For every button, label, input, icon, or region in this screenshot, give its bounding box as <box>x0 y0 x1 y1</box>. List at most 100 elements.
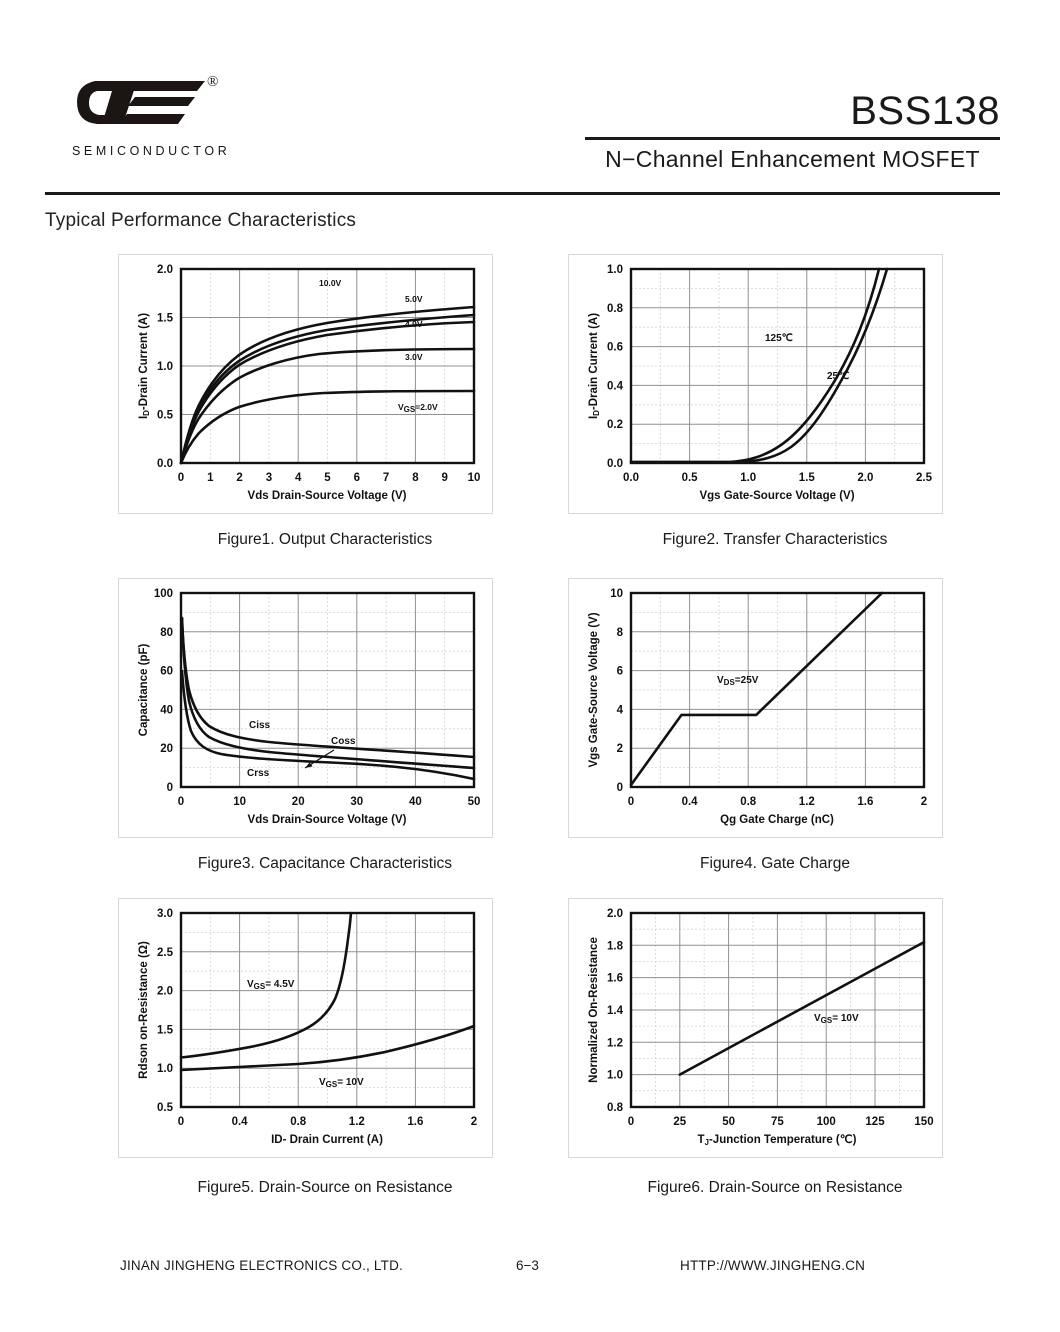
coss-arrowhead-icon <box>305 762 313 768</box>
svg-text:2.5: 2.5 <box>916 472 933 484</box>
svg-text:25: 25 <box>673 1116 686 1128</box>
svg-text:0.8: 0.8 <box>607 1102 624 1114</box>
svg-text:0: 0 <box>628 796 634 808</box>
svg-text:4: 4 <box>295 472 302 484</box>
y-axis-label: Vgs Gate-Source Voltage (V) <box>588 612 600 767</box>
svg-text:125: 125 <box>865 1116 885 1128</box>
title-rule <box>585 137 1000 140</box>
svg-text:0: 0 <box>178 1116 184 1128</box>
y-axis-ticks: 2.0 1.8 1.6 1.4 1.2 1.0 0.8 <box>607 908 624 1114</box>
y-axis-ticks: 10 8 6 4 2 0 <box>610 588 623 794</box>
figure-2-caption: Figure2. Transfer Characteristics <box>662 531 888 548</box>
svg-text:100: 100 <box>817 1116 836 1128</box>
svg-text:10.0V: 10.0V <box>319 278 342 288</box>
y-axis-ticks: 2.0 1.5 1.0 0.5 0.0 <box>157 264 174 470</box>
svg-text:6: 6 <box>617 666 623 678</box>
svg-text:VGS= 10V: VGS= 10V <box>319 1077 364 1089</box>
svg-text:25℃: 25℃ <box>827 371 849 382</box>
y-axis-label: Normalized On-Resistance <box>588 937 600 1083</box>
svg-text:3.0V: 3.0V <box>405 352 423 362</box>
svg-text:125℃: 125℃ <box>765 333 793 344</box>
x-axis-ticks: 0 1 2 3 4 5 6 7 8 9 10 <box>178 472 481 484</box>
svg-text:9: 9 <box>441 472 447 484</box>
svg-text:40: 40 <box>160 704 173 716</box>
y-axis-label: Rdson on-Resistance (Ω) <box>138 941 150 1079</box>
svg-text:50: 50 <box>722 1116 735 1128</box>
y-axis-label: ID-Drain Current (A) <box>138 313 151 419</box>
svg-text:VGS= 4.5V: VGS= 4.5V <box>247 979 295 991</box>
footer-company: JINAN JINGHENG ELECTRONICS CO., LTD. <box>120 1258 403 1273</box>
svg-text:0: 0 <box>178 472 184 484</box>
svg-text:1.2: 1.2 <box>607 1037 623 1049</box>
curve-labels: VDS=25V <box>717 675 759 687</box>
svg-text:50: 50 <box>468 796 481 808</box>
x-axis-ticks: 0 0.4 0.8 1.2 1.6 2 <box>178 1116 477 1128</box>
figure-1-output-characteristics: 10.0V 5.0V 4.0V 3.0V VGS=2.0V 2.0 1.5 1.… <box>118 254 493 514</box>
svg-text:2: 2 <box>921 796 927 808</box>
svg-text:1.4: 1.4 <box>607 1005 624 1017</box>
svg-text:0.0: 0.0 <box>157 458 173 470</box>
svg-text:1.6: 1.6 <box>857 796 873 808</box>
figure-2-transfer-characteristics: 125℃ 25℃ 1.0 0.8 0.6 0.4 0.2 0.0 0.0 0.5… <box>568 254 943 514</box>
curve-labels: 125℃ 25℃ <box>765 333 849 382</box>
svg-text:20: 20 <box>292 796 305 808</box>
svg-text:2.0: 2.0 <box>857 472 873 484</box>
svg-text:VGS= 10V: VGS= 10V <box>814 1013 859 1025</box>
svg-text:0: 0 <box>167 782 173 794</box>
gridlines-major <box>631 593 924 787</box>
x-axis-label: TJ-Junction Temperature (℃) <box>697 1133 856 1147</box>
page-subtitle: N−Channel Enhancement MOSFET <box>605 146 980 172</box>
y-axis-label: Capacitance (pF) <box>138 644 150 737</box>
svg-text:20: 20 <box>160 743 173 755</box>
svg-text:0: 0 <box>178 796 184 808</box>
svg-text:1.2: 1.2 <box>349 1116 365 1128</box>
svg-text:3: 3 <box>266 472 272 484</box>
figure-5-caption: Figure5. Drain-Source on Resistance <box>197 1179 453 1196</box>
svg-text:0.5: 0.5 <box>157 1102 174 1114</box>
logo-mark-icon <box>77 81 205 124</box>
curve-labels: VGS= 4.5V VGS= 10V <box>247 979 364 1089</box>
curves <box>179 911 476 1072</box>
svg-text:2.0: 2.0 <box>157 986 173 998</box>
x-axis-ticks: 0.0 0.5 1.0 1.5 2.0 2.5 <box>623 472 933 484</box>
svg-text:0.4: 0.4 <box>607 380 624 392</box>
svg-text:0.6: 0.6 <box>607 342 623 354</box>
y-axis-ticks: 100 80 60 40 20 0 <box>154 588 173 794</box>
page-header: ® SEMICONDUCTOR BSS138 N−Channel Enhance… <box>0 0 1060 200</box>
figure-1-caption: Figure1. Output Characteristics <box>217 531 433 548</box>
svg-text:VDS=25V: VDS=25V <box>717 675 759 687</box>
logo-wordmark: SEMICONDUCTOR <box>72 144 231 158</box>
page-footer: JINAN JINGHENG ELECTRONICS CO., LTD. 6−3… <box>0 1258 1060 1298</box>
svg-text:0.4: 0.4 <box>232 1116 249 1128</box>
page-title: BSS138 <box>850 89 1000 133</box>
svg-text:150: 150 <box>914 1116 933 1128</box>
svg-text:0.2: 0.2 <box>607 419 623 431</box>
svg-text:4.0V: 4.0V <box>405 319 423 329</box>
gridlines-minor <box>631 269 924 463</box>
y-axis-ticks: 1.0 0.8 0.6 0.4 0.2 0.0 <box>607 264 624 470</box>
y-axis-label: ID-Drain Current (A) <box>588 313 601 419</box>
figure-6-normalized-on-resistance: VGS= 10V 2.0 1.8 1.6 1.4 1.2 1.0 0.8 0 2… <box>568 898 943 1158</box>
svg-text:2: 2 <box>471 1116 477 1128</box>
gridlines-major <box>181 269 474 463</box>
x-axis-label: Vds Drain-Source Voltage (V) <box>248 814 407 826</box>
svg-text:80: 80 <box>160 627 173 639</box>
svg-text:5: 5 <box>324 472 331 484</box>
svg-text:2.5: 2.5 <box>157 947 174 959</box>
figure-3-capacitance-characteristics: Ciss Coss Crss 100 80 60 40 20 0 0 10 20… <box>118 578 493 838</box>
section-title: Typical Performance Characteristics <box>45 210 357 231</box>
svg-text:0.8: 0.8 <box>607 303 624 315</box>
curves <box>629 267 889 464</box>
figure-6-caption: Figure6. Drain-Source on Resistance <box>647 1179 903 1196</box>
svg-text:8: 8 <box>617 627 624 639</box>
svg-text:6: 6 <box>354 472 360 484</box>
x-axis-label: Vds Drain-Source Voltage (V) <box>248 490 407 502</box>
footer-website[interactable]: HTTP://WWW.JINGHENG.CN <box>680 1258 866 1273</box>
svg-text:1.6: 1.6 <box>607 973 623 985</box>
svg-text:1.6: 1.6 <box>407 1116 423 1128</box>
svg-text:Ciss: Ciss <box>249 720 271 731</box>
figure-4-caption: Figure4. Gate Charge <box>700 855 850 872</box>
registered-trademark-icon: ® <box>207 74 219 90</box>
svg-text:Coss: Coss <box>331 736 356 747</box>
svg-text:Crss: Crss <box>247 768 270 779</box>
